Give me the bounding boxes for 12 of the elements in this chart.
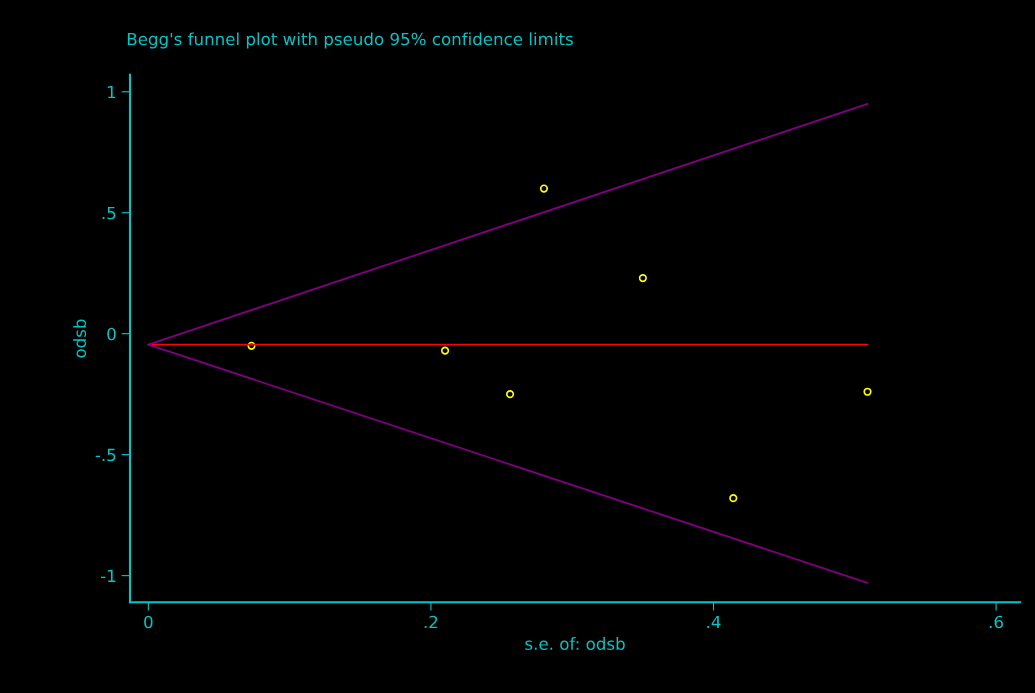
y-tick-label: -.5 (95, 448, 116, 462)
chart-title: Begg's funnel plot with pseudo 95% confidence limits (127, 32, 573, 49)
y-tick-label: -1 (101, 569, 116, 582)
y-tick-label: 0 (107, 327, 116, 341)
x-axis-title: s.e. of: odsb (525, 637, 625, 650)
x-tick-label: 0 (144, 615, 153, 629)
x-tick-label: .6 (989, 615, 1003, 629)
x-tick-label: .2 (424, 615, 438, 629)
y-axis-title: odsb (73, 319, 87, 358)
y-tick-label: .5 (102, 206, 116, 220)
x-tick-label: .4 (707, 615, 721, 629)
y-tick-label: 1 (108, 85, 116, 99)
